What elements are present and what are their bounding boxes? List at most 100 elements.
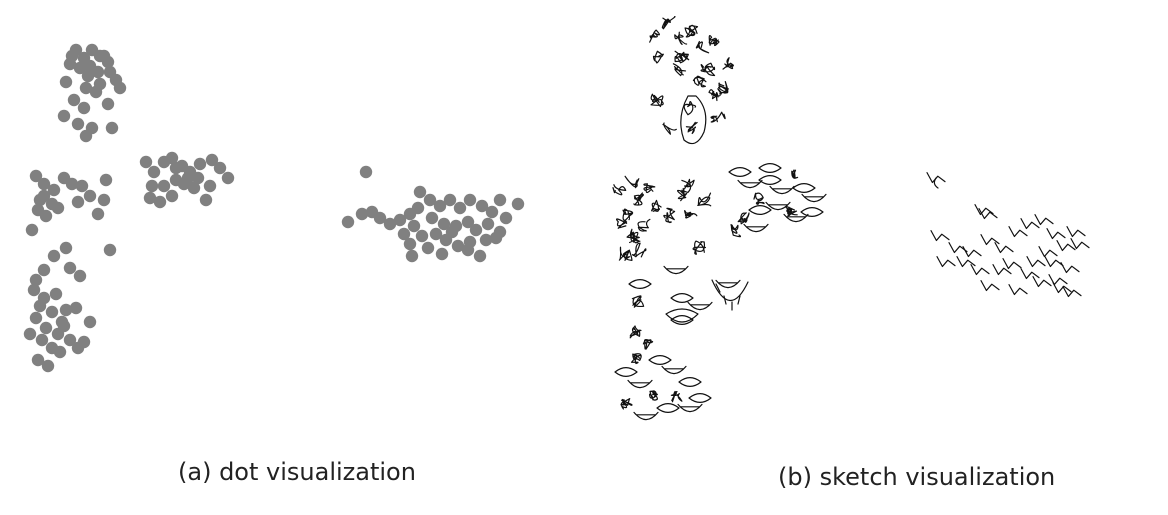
sketch-visualization-panel — [612, 16, 1090, 421]
data-point — [403, 237, 417, 251]
sketch-mark — [629, 325, 642, 339]
data-point — [81, 69, 95, 83]
data-point — [143, 191, 157, 205]
sketch-mark — [992, 264, 1012, 276]
sketch-mark — [649, 29, 661, 43]
data-point — [53, 345, 67, 359]
sketch-mark — [980, 234, 1000, 246]
data-point — [79, 129, 93, 143]
sketch-mark — [758, 175, 782, 185]
data-point — [437, 217, 451, 231]
sketch-mark — [974, 204, 994, 216]
data-point — [33, 299, 47, 313]
sketch-mark — [1026, 256, 1046, 268]
sketch-mark — [792, 183, 816, 193]
data-point — [71, 117, 85, 131]
sketch-mark — [1034, 214, 1054, 226]
sketch-mark — [758, 163, 782, 173]
sketch-mark — [715, 283, 741, 311]
sketch-mark — [956, 256, 976, 268]
sketch-mark — [737, 212, 750, 225]
sketch-mark — [643, 183, 656, 194]
sketch-mark — [651, 199, 662, 212]
sketch-mark — [785, 205, 798, 217]
dot-cluster-4 — [23, 283, 97, 373]
sketch-mark — [633, 192, 644, 206]
sketch-mark — [656, 403, 680, 413]
data-point — [511, 197, 525, 211]
data-point — [39, 209, 53, 223]
sketch-mark — [783, 213, 809, 223]
sketch-mark — [980, 280, 1000, 292]
sketch-mark — [687, 301, 713, 311]
sketch-mark — [692, 240, 707, 255]
sketch-mark — [800, 207, 824, 217]
sketch-mark — [708, 35, 720, 47]
data-point — [59, 241, 73, 255]
sketch-mark — [710, 111, 726, 123]
dot-cluster-3 — [25, 169, 117, 287]
data-point — [485, 205, 499, 219]
sketch-mark — [674, 50, 690, 64]
data-point — [29, 311, 43, 325]
data-point — [69, 301, 83, 315]
sketch-mark — [674, 31, 688, 45]
data-point — [493, 193, 507, 207]
sketch-mark — [717, 81, 729, 95]
data-point — [57, 319, 71, 333]
data-point — [73, 61, 87, 75]
sketch-mark — [748, 205, 772, 215]
sketch-mark — [1008, 226, 1028, 238]
data-point — [31, 353, 45, 367]
sketch-mark — [637, 218, 651, 232]
data-point — [57, 109, 71, 123]
data-point — [453, 201, 467, 215]
sketch-mark — [1062, 286, 1082, 298]
data-point — [83, 315, 97, 329]
data-point — [355, 207, 369, 221]
sketch-mark — [628, 279, 652, 289]
data-point — [65, 177, 79, 191]
sketch-mark — [711, 279, 749, 301]
sketch-mark — [684, 24, 699, 38]
data-point — [475, 199, 489, 213]
data-point — [187, 181, 201, 195]
sketch-mark — [962, 246, 982, 258]
data-point — [443, 193, 457, 207]
sketch-mark — [1002, 258, 1022, 270]
sketch-mark — [700, 62, 716, 77]
sketch-mark — [970, 264, 990, 276]
sketch-mark — [662, 122, 677, 135]
data-point — [99, 173, 113, 187]
sketch-mark — [1020, 268, 1040, 280]
data-point — [461, 243, 475, 257]
data-point — [479, 233, 493, 247]
data-point — [63, 261, 77, 275]
sketch-mark — [649, 390, 658, 401]
sketch-mark — [650, 93, 664, 108]
sketch-mark — [631, 353, 642, 365]
data-point — [47, 249, 61, 263]
data-point — [415, 229, 429, 243]
sketch-mark — [1070, 238, 1090, 250]
data-point — [469, 223, 483, 237]
data-point — [41, 359, 55, 373]
data-point — [413, 185, 427, 199]
data-point — [359, 165, 373, 179]
sketch-mark — [688, 393, 712, 403]
sketch-mark — [994, 242, 1014, 254]
sketch-cluster-1 — [649, 16, 735, 135]
sketch-mark — [631, 295, 645, 308]
data-point — [425, 211, 439, 225]
sketch-mark — [1052, 282, 1072, 294]
sketch-mark — [648, 355, 672, 365]
data-point — [29, 169, 43, 183]
sketch-mark — [930, 230, 950, 242]
data-point — [489, 231, 503, 245]
sketch-mark — [1060, 262, 1080, 274]
data-point — [203, 179, 217, 193]
data-point — [65, 49, 79, 63]
data-point — [101, 97, 115, 111]
sketch-mark — [1038, 246, 1058, 258]
data-point — [35, 333, 49, 347]
